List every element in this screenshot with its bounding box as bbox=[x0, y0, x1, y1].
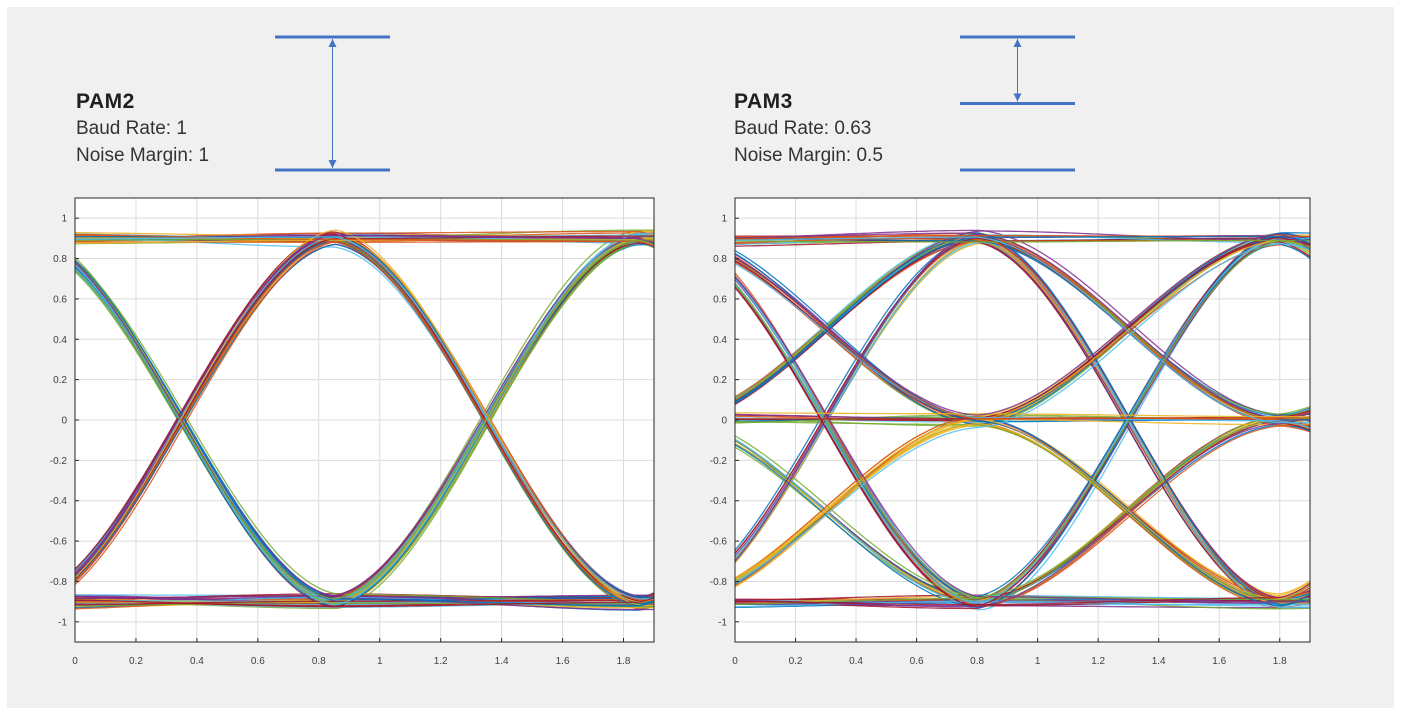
pam2-ytick-label: 0.6 bbox=[53, 294, 67, 305]
pam3-caption: PAM3 Baud Rate: 0.63 Noise Margin: 0.5 bbox=[734, 89, 883, 169]
pam3-trace bbox=[735, 239, 1310, 249]
pam3-trace bbox=[735, 420, 1310, 601]
pam2-xtick-label: 0 bbox=[72, 656, 78, 667]
pam2-trace bbox=[75, 240, 654, 607]
pam3-xtick-label: 0.2 bbox=[789, 656, 803, 667]
pam2-ytick-label: -0.6 bbox=[50, 537, 68, 548]
pam2-trace bbox=[75, 596, 654, 608]
pam3-trace bbox=[735, 233, 1310, 416]
pam3-trace bbox=[735, 263, 1310, 429]
pam2-ytick-label: -0.8 bbox=[50, 577, 68, 588]
pam3-ytick-label: -0.6 bbox=[710, 537, 728, 548]
pam3-xtick-label: 0.8 bbox=[970, 656, 984, 667]
pam3-ytick-label: -0.2 bbox=[710, 456, 728, 467]
pam3-chart: 0 0.2 0.4 0.6 0.8 1 1.2 1.4 1.6 1.8 1 0.8 0.6 0.4 0.2 0… bbox=[710, 197, 1311, 667]
pam2-ytick-label: -1 bbox=[58, 617, 67, 628]
pam2-xtick-label: 0.4 bbox=[190, 656, 204, 667]
figure-frame: 0 0.2 0.4 0.6 0.8 1 1.2 1.4 1.6 1.8 1 0.8 0.6 0.4 0.2 0… bbox=[7, 7, 1394, 708]
pam2-margin-marker bbox=[275, 35, 390, 172]
pam3-xtick-label: 1.6 bbox=[1212, 656, 1226, 667]
pam2-xtick-label: 1.4 bbox=[495, 656, 509, 667]
pam3-title: PAM3 bbox=[734, 90, 793, 113]
eye-diagram-figure: 0 0.2 0.4 0.6 0.8 1 1.2 1.4 1.6 1.8 1 0.8 0.6 0.4 0.2 0… bbox=[50, 35, 1311, 667]
pam2-title: PAM2 bbox=[76, 90, 135, 113]
pam3-trace bbox=[735, 272, 1310, 607]
pam2-chart: 0 0.2 0.4 0.6 0.8 1 1.2 1.4 1.6 1.8 1 0.8 0.6 0.4 0.2 0… bbox=[50, 197, 655, 667]
pam3-trace bbox=[735, 233, 1310, 562]
pam3-ytick-label: 0.2 bbox=[713, 375, 727, 386]
pam3-ytick-label: 1 bbox=[721, 214, 727, 225]
pam2-baud-rate: Baud Rate: 1 bbox=[76, 118, 187, 139]
pam3-xtick-label: 0.4 bbox=[849, 656, 863, 667]
pam2-trace bbox=[75, 235, 654, 574]
pam2-trace bbox=[75, 235, 654, 578]
pam2-trace bbox=[75, 259, 654, 607]
pam2-noise-margin: Noise Margin: 1 bbox=[76, 145, 210, 166]
pam2-arrow-head-up bbox=[328, 39, 337, 47]
pam2-trace bbox=[75, 239, 654, 600]
pam3-trace bbox=[735, 417, 1310, 598]
pam3-trace bbox=[735, 239, 1310, 606]
pam3-trace bbox=[735, 423, 1310, 604]
pam2-xtick-label: 1.2 bbox=[434, 656, 448, 667]
pam2-xtick-label: 1 bbox=[377, 656, 383, 667]
pam3-trace bbox=[735, 229, 1310, 423]
pam3-trace bbox=[735, 237, 1310, 604]
pam2-ytick-label: -0.2 bbox=[50, 456, 68, 467]
pam3-arrow-head-down bbox=[1013, 93, 1022, 102]
pam2-trace bbox=[75, 233, 654, 247]
pam3-xtick-label: 0.6 bbox=[910, 656, 924, 667]
pam3-xtick-label: 1.8 bbox=[1273, 656, 1287, 667]
pam3-trace bbox=[735, 235, 1310, 404]
pam3-ytick-label: -0.4 bbox=[710, 496, 728, 507]
pam3-ytick-label: -0.8 bbox=[710, 577, 728, 588]
pam3-trace bbox=[735, 582, 1310, 606]
pam3-trace bbox=[735, 412, 1310, 418]
pam3-trace bbox=[735, 237, 1310, 420]
pam2-ytick-label: 1 bbox=[61, 214, 67, 225]
pam3-trace bbox=[735, 243, 1310, 583]
pam3-arrow-head-up bbox=[1013, 39, 1022, 47]
pam2-ytick-label: 0 bbox=[61, 416, 67, 427]
pam3-xtick-label: 1.2 bbox=[1091, 656, 1105, 667]
pam3-trace bbox=[735, 239, 1310, 580]
pam3-trace bbox=[735, 276, 1310, 603]
pam2-trace bbox=[75, 261, 654, 611]
pam2-ytick-label: -0.4 bbox=[50, 496, 68, 507]
pam3-trace bbox=[735, 233, 1310, 606]
pam3-traces bbox=[735, 229, 1310, 611]
pam3-trace bbox=[735, 258, 1310, 420]
pam2-xtick-label: 0.8 bbox=[312, 656, 326, 667]
pam3-ytick-label: 0.6 bbox=[713, 294, 727, 305]
pam2-ytick-label: 0.4 bbox=[53, 335, 67, 346]
pam3-baud-rate: Baud Rate: 0.63 bbox=[734, 118, 872, 139]
pam2-ytick-label: 0.8 bbox=[53, 254, 67, 265]
pam2-arrow-head-down bbox=[328, 160, 337, 168]
pam2-caption: PAM2 Baud Rate: 1 Noise Margin: 1 bbox=[76, 89, 209, 169]
pam2-trace bbox=[75, 236, 654, 600]
pam3-xtick-label: 1 bbox=[1035, 656, 1041, 667]
pam3-ytick-label: -1 bbox=[718, 617, 727, 628]
pam2-trace bbox=[75, 240, 654, 602]
pam3-trace bbox=[735, 232, 1310, 608]
pam3-xtick-label: 0 bbox=[732, 656, 738, 667]
pam3-noise-margin: Noise Margin: 0.5 bbox=[734, 145, 883, 166]
pam3-margin-marker bbox=[960, 35, 1075, 172]
pam3-ytick-label: 0.4 bbox=[713, 335, 727, 346]
pam2-traces bbox=[75, 229, 654, 611]
pam2-xtick-label: 0.2 bbox=[129, 656, 143, 667]
pam2-ytick-label: 0.2 bbox=[53, 375, 67, 386]
pam2-xtick-label: 1.6 bbox=[556, 656, 570, 667]
pam3-ytick-label: 0.8 bbox=[713, 254, 727, 265]
pam3-xtick-label: 1.4 bbox=[1152, 656, 1166, 667]
pam2-xtick-label: 1.8 bbox=[617, 656, 631, 667]
pam3-trace bbox=[735, 236, 1310, 424]
pam3-trace bbox=[735, 600, 1310, 608]
pam2-xtick-label: 0.6 bbox=[251, 656, 265, 667]
pam2-trace bbox=[75, 236, 654, 600]
pam3-ytick-label: 0 bbox=[721, 416, 727, 427]
